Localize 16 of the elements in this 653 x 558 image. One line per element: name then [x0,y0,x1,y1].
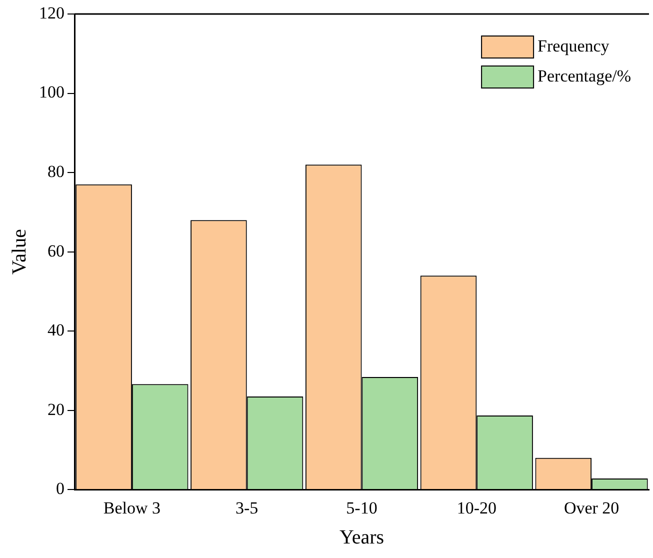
y-tick-label: 0 [56,479,64,498]
y-tick-label: 100 [39,82,64,102]
x-axis-title: Years [339,526,384,548]
y-tick-label: 40 [48,320,64,340]
legend-label: Frequency [538,36,610,56]
x-tick-label: Below 3 [103,498,161,518]
x-tick-label: 3-5 [236,498,258,518]
y-tick-label: 20 [48,400,64,419]
x-tick-label: Over 20 [564,498,620,518]
x-tick-label: 10-20 [456,498,496,518]
legend-label: Percentage/% [538,66,632,86]
x-tick-label: 5-10 [346,498,378,518]
y-tick-label: 120 [39,3,64,22]
y-tick-label: 60 [48,241,64,260]
y-tick-label: 80 [48,162,64,181]
y-axis-title: Value [8,228,30,275]
